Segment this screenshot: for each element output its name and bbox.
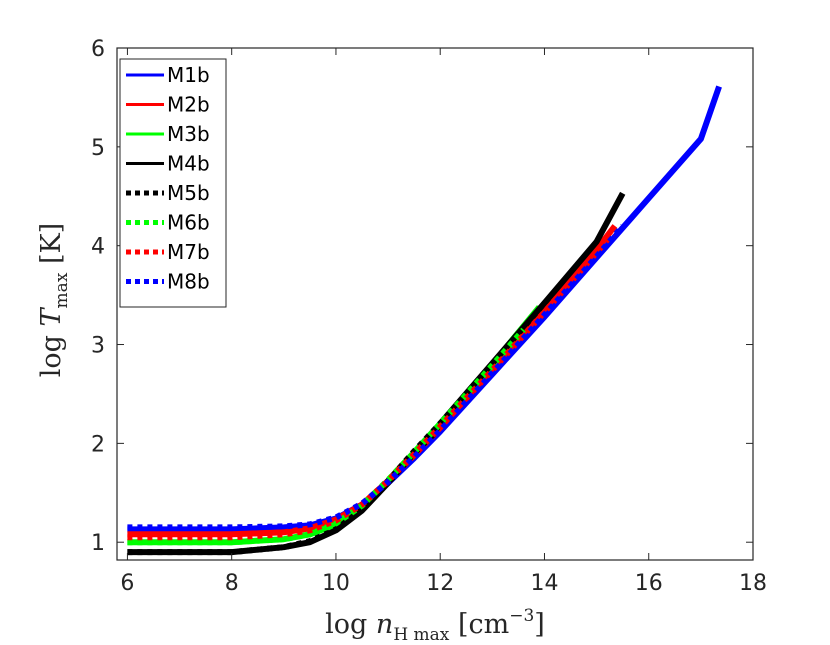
legend-label-m1b: M1b: [167, 63, 210, 87]
legend: M1b M2b M3b M4b M5b M6b M7b M8b: [119, 58, 227, 308]
x-tick-label: 6: [120, 571, 134, 596]
y-tick-label: 5: [91, 136, 105, 161]
legend-label-m6b: M6b: [167, 211, 210, 235]
legend-box: [119, 58, 227, 308]
legend-label-m4b: M4b: [167, 152, 210, 176]
y-tick-label: 2: [91, 432, 105, 457]
y-tick-label: 4: [91, 235, 105, 260]
y-axis-title: log Tmax [K]: [36, 223, 72, 377]
legend-label-m3b: M3b: [167, 122, 210, 146]
x-axis-title: log nH max [cm−3]: [325, 606, 545, 645]
axes-frame: [116, 47, 754, 561]
x-tick-label: 10: [322, 571, 350, 596]
legend-label-m5b: M5b: [167, 181, 210, 205]
y-tick-label: 6: [91, 37, 105, 62]
x-tick-label: 8: [225, 571, 239, 596]
legend-label-m2b: M2b: [167, 93, 210, 117]
series-line-m8b: [127, 223, 625, 531]
x-tick-label: 16: [635, 571, 663, 596]
legend-label-m7b: M7b: [167, 240, 210, 264]
x-tick-label: 18: [739, 571, 767, 596]
y-tick-label: 1: [91, 531, 105, 556]
x-tick-label: 12: [426, 571, 454, 596]
y-tick-label: 3: [91, 334, 105, 359]
plot-area: [127, 85, 722, 556]
x-tick-label: 14: [530, 571, 558, 596]
legend-label-m8b: M8b: [167, 270, 210, 294]
